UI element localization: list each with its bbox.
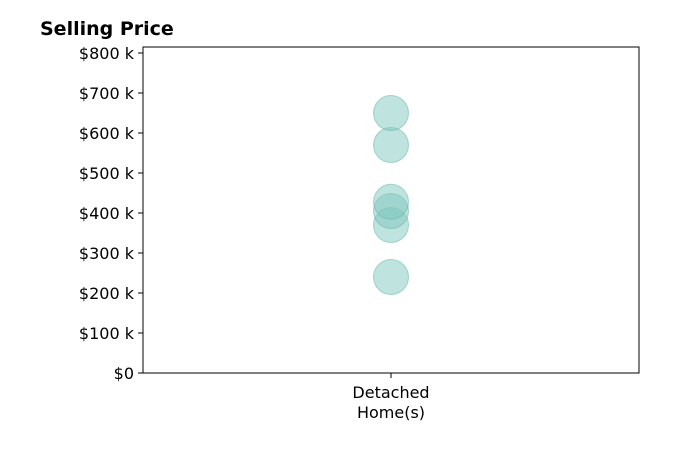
y-tick-label: $200 k [79,284,135,303]
data-point [373,95,409,131]
y-tick-label: $800 k [79,44,135,63]
y-tick-label: $300 k [79,244,135,263]
y-axis: $0 $100 k $200 k $300 k $400 k $500 k $600 k $7… [79,44,143,383]
y-tick-label: $400 k [79,204,135,223]
x-tick-label-line1: Detached [352,383,429,402]
y-tick-label: $600 k [79,124,135,143]
data-point [373,127,409,163]
x-tick-label-line2: Home(s) [357,403,425,422]
y-tick-label: $500 k [79,164,135,183]
y-tick-label: $100 k [79,324,135,343]
data-points [373,95,409,295]
data-point [373,183,409,220]
y-tick-label: $0 [114,364,134,383]
chart-title: Selling Price [40,18,174,40]
y-tick-label: $700 k [79,84,135,103]
data-point [373,259,409,295]
